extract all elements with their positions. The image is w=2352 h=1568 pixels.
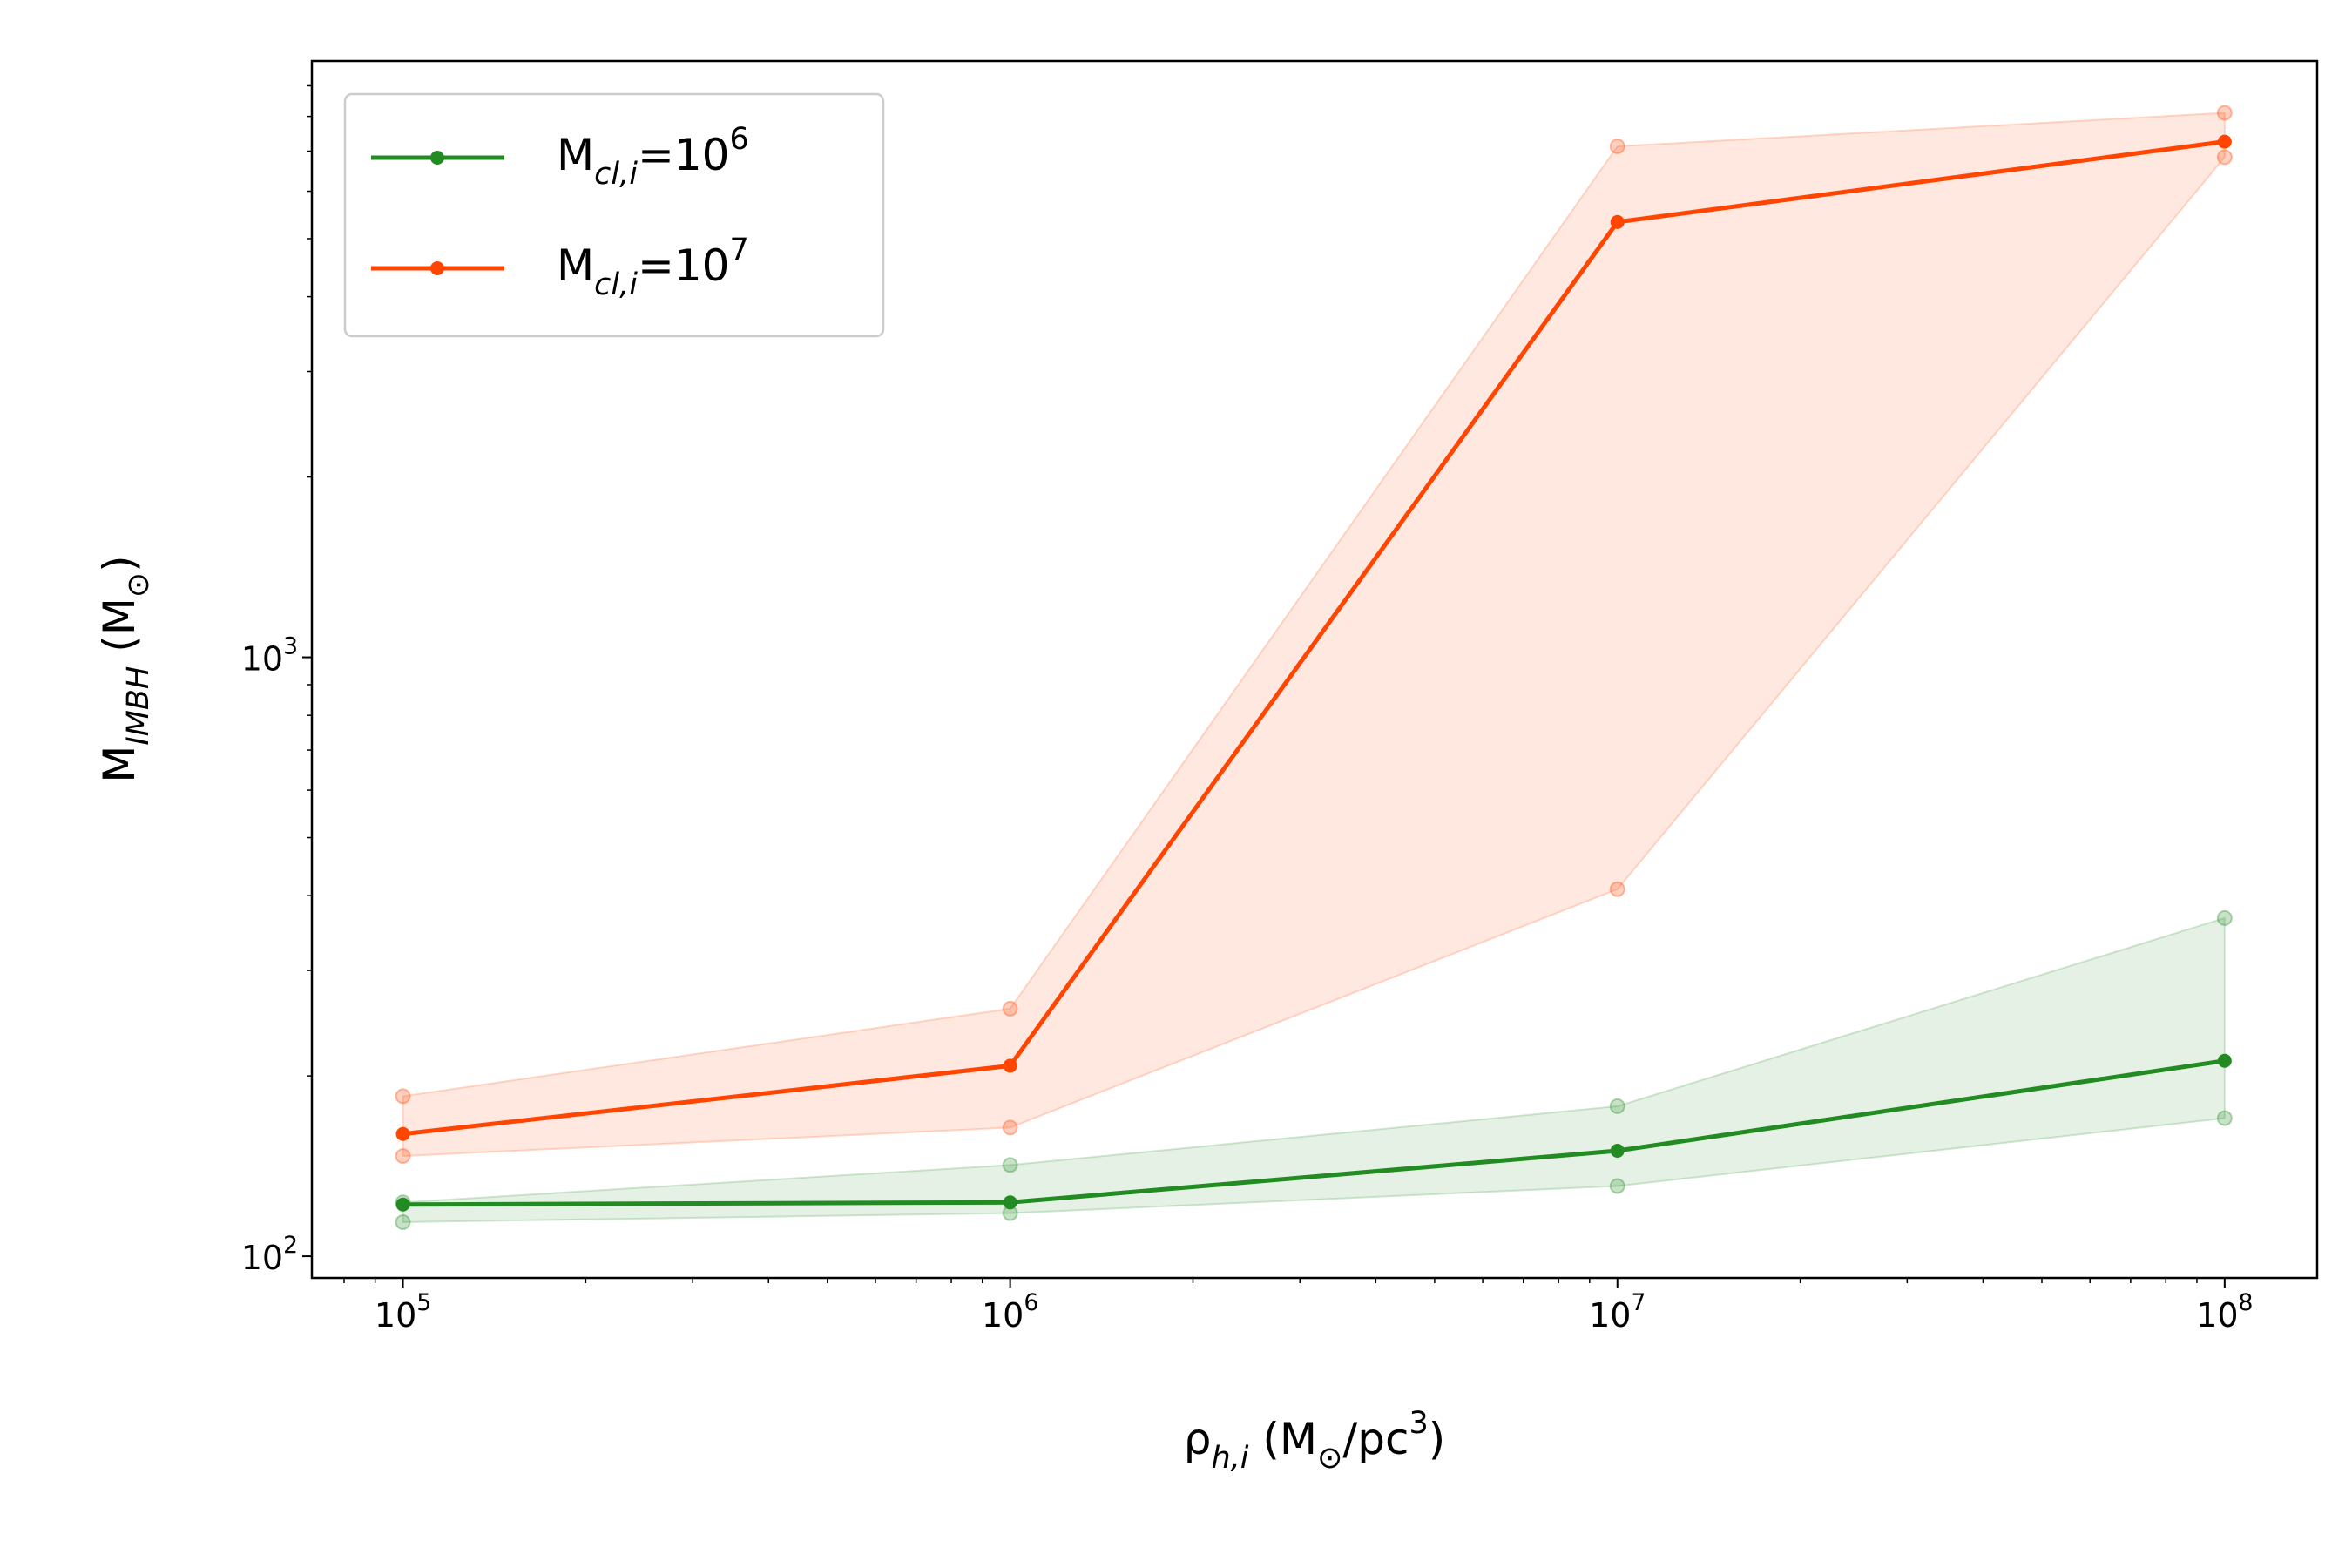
band-marker xyxy=(1002,1157,1018,1173)
point xyxy=(1610,214,1625,229)
band-marker xyxy=(2216,105,2233,121)
band-marker xyxy=(2216,1110,2233,1126)
legend-label: Mcl,i=107 xyxy=(557,233,749,302)
legend-label: Mcl,i=106 xyxy=(557,122,749,192)
x-tick-label: 108 xyxy=(2196,1289,2253,1335)
band-marker xyxy=(395,1213,411,1230)
series-line xyxy=(402,1058,2226,1207)
band-marker xyxy=(1609,1178,1625,1194)
point xyxy=(395,1197,410,1212)
point xyxy=(2217,1053,2232,1068)
band-marker xyxy=(1002,1119,1018,1136)
point xyxy=(395,1126,410,1141)
legend-marker xyxy=(430,261,444,275)
band xyxy=(402,916,2226,1223)
point xyxy=(1003,1058,1017,1073)
band-marker xyxy=(395,1148,411,1165)
series-line xyxy=(402,139,2226,1137)
band-marker xyxy=(1002,1000,1018,1017)
legend-box xyxy=(343,92,885,338)
legend-marker xyxy=(430,151,444,165)
band-marker xyxy=(2216,149,2233,166)
point xyxy=(1003,1195,1017,1210)
x-axis-label: ρh,i (M⊙/pc3) xyxy=(1184,1406,1446,1476)
y-axis-label: MIMBH (M⊙) xyxy=(94,555,157,782)
point xyxy=(2217,134,2232,149)
band-marker xyxy=(1609,881,1625,897)
band-marker xyxy=(395,1088,411,1105)
band-marker xyxy=(1609,1098,1625,1114)
x-tick-label: 107 xyxy=(1589,1289,1646,1335)
x-tick-label: 105 xyxy=(375,1289,431,1335)
y-tick-label: 102 xyxy=(241,1232,298,1277)
y-tick-label: 103 xyxy=(241,633,298,679)
band-marker xyxy=(2216,909,2233,926)
plot-frame xyxy=(310,59,2319,1280)
band xyxy=(402,112,2226,1158)
point xyxy=(1610,1144,1625,1159)
band-marker xyxy=(1609,139,1625,155)
x-tick-label: 106 xyxy=(982,1289,1038,1335)
